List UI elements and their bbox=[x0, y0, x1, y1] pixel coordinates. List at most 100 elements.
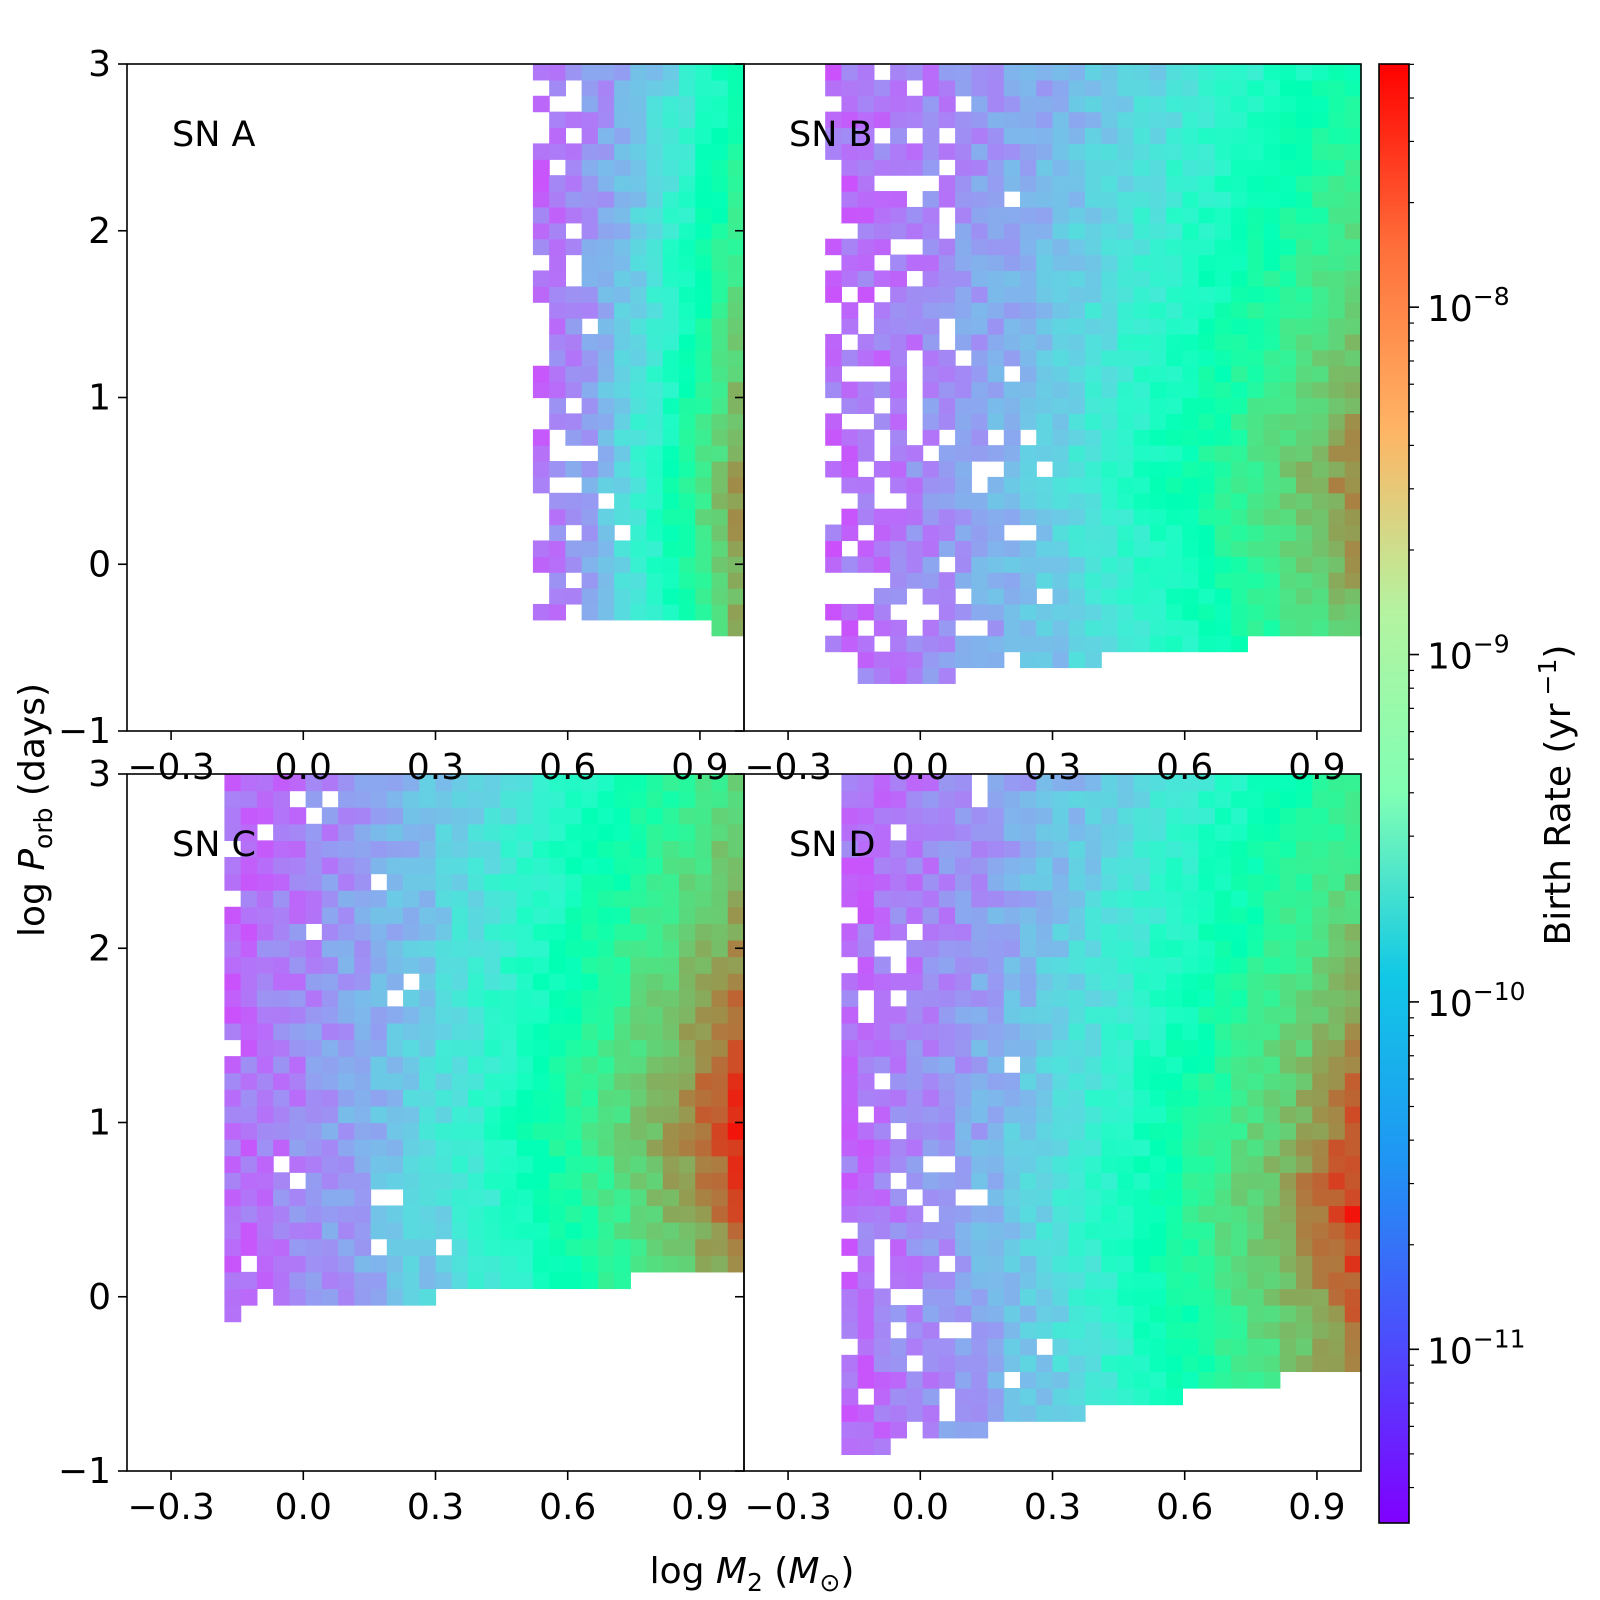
heatmap-cell bbox=[630, 956, 648, 974]
heatmap-cell bbox=[1068, 127, 1086, 144]
heatmap-cell bbox=[451, 939, 469, 958]
heatmap-cell bbox=[1036, 1238, 1054, 1256]
heatmap-cell bbox=[1052, 790, 1070, 808]
heatmap-cell bbox=[1263, 302, 1281, 319]
heatmap-cell bbox=[857, 1288, 875, 1306]
heatmap-cell bbox=[240, 1105, 258, 1124]
heatmap-cell bbox=[857, 429, 875, 446]
heatmap-cell bbox=[581, 1039, 599, 1057]
heatmap-cell bbox=[922, 807, 940, 825]
heatmap-cell bbox=[1036, 397, 1054, 414]
heatmap-cell bbox=[890, 1338, 907, 1356]
heatmap-cell bbox=[1182, 111, 1200, 129]
heatmap-cell bbox=[1312, 774, 1330, 792]
heatmap-cell bbox=[1279, 807, 1297, 825]
heatmap-cell bbox=[971, 1122, 989, 1140]
heatmap-cell bbox=[1231, 64, 1248, 81]
heatmap-cell bbox=[240, 890, 258, 908]
heatmap-cell bbox=[1231, 302, 1248, 319]
heatmap-cell bbox=[955, 191, 972, 208]
heatmap-cell bbox=[1036, 989, 1054, 1007]
heatmap-cell bbox=[1328, 64, 1346, 81]
heatmap-cell bbox=[565, 286, 583, 303]
heatmap-cell bbox=[1328, 1338, 1346, 1356]
heatmap-cell bbox=[1231, 1072, 1248, 1090]
heatmap-cell bbox=[419, 956, 437, 974]
heatmap-cell bbox=[1296, 461, 1313, 478]
heatmap-cell bbox=[581, 1172, 599, 1190]
heatmap-cell bbox=[435, 973, 453, 991]
heatmap-cell bbox=[938, 1072, 956, 1090]
heatmap-cell bbox=[370, 1022, 388, 1041]
heatmap-cell bbox=[679, 956, 696, 974]
heatmap-cell bbox=[857, 1122, 875, 1140]
heatmap-cell bbox=[662, 429, 680, 446]
heatmap-cell bbox=[1198, 1238, 1216, 1256]
heatmap-cell bbox=[987, 603, 1005, 621]
heatmap-cell bbox=[1149, 1371, 1167, 1389]
heatmap-cell bbox=[597, 906, 615, 924]
heatmap-cell bbox=[890, 1006, 907, 1024]
heatmap-cell bbox=[711, 127, 729, 144]
heatmap-cell bbox=[1020, 1404, 1037, 1422]
heatmap-cell bbox=[1036, 556, 1054, 573]
heatmap-cell bbox=[841, 270, 859, 287]
heatmap-cell bbox=[305, 1072, 323, 1090]
heatmap-cell bbox=[1166, 206, 1183, 224]
heatmap-cell bbox=[1247, 476, 1265, 494]
heatmap-cell bbox=[500, 1122, 518, 1140]
heatmap-cell bbox=[955, 774, 972, 792]
heatmap-cell bbox=[1182, 143, 1200, 160]
heatmap-cell bbox=[1214, 973, 1232, 991]
heatmap-cell bbox=[679, 540, 696, 557]
heatmap-cell bbox=[1133, 381, 1151, 399]
heatmap-cell bbox=[305, 1222, 323, 1240]
heatmap-cell bbox=[873, 823, 891, 841]
heatmap-cell bbox=[971, 508, 989, 526]
heatmap-cell bbox=[711, 95, 729, 113]
heatmap-cell bbox=[1036, 973, 1054, 991]
heatmap-cell bbox=[1231, 111, 1248, 129]
heatmap-cell bbox=[1117, 492, 1135, 510]
heatmap-cell bbox=[467, 873, 485, 891]
heatmap-cell bbox=[1149, 238, 1167, 256]
heatmap-cell bbox=[532, 873, 550, 891]
heatmap-cell bbox=[922, 989, 940, 1007]
heatmap-cell bbox=[1101, 1089, 1119, 1107]
heatmap-cell bbox=[1296, 222, 1313, 240]
heatmap-cell bbox=[1036, 254, 1054, 272]
heatmap-cell bbox=[516, 1172, 534, 1190]
heatmap-cell bbox=[727, 1139, 745, 1157]
heatmap-cell bbox=[1036, 540, 1054, 557]
heatmap-cell bbox=[906, 1139, 924, 1157]
heatmap-cell bbox=[857, 1338, 875, 1356]
heatmap-cell bbox=[256, 1255, 274, 1273]
heatmap-cell bbox=[289, 1222, 307, 1240]
heatmap-cell bbox=[1214, 1354, 1232, 1373]
heatmap-cell bbox=[1149, 349, 1167, 367]
heatmap-cell bbox=[403, 1255, 420, 1273]
heatmap-cell bbox=[938, 939, 956, 958]
heatmap-cell bbox=[1344, 540, 1362, 557]
heatmap-cell bbox=[1020, 635, 1037, 653]
heatmap-cell bbox=[922, 1354, 940, 1373]
heatmap-cell bbox=[841, 1089, 859, 1107]
heatmap-cell bbox=[1084, 349, 1102, 367]
heatmap-cell bbox=[597, 365, 615, 383]
heatmap-cell bbox=[516, 923, 534, 941]
heatmap-cell bbox=[1214, 508, 1232, 526]
heatmap-cell bbox=[1279, 790, 1297, 808]
heatmap-cell bbox=[679, 413, 696, 430]
heatmap-cell bbox=[1133, 1122, 1151, 1140]
heatmap-cell bbox=[1328, 302, 1346, 319]
heatmap-cell bbox=[1344, 397, 1362, 414]
heatmap-cell bbox=[1328, 381, 1346, 399]
heatmap-cell bbox=[1279, 270, 1297, 287]
heatmap-cell bbox=[597, 823, 615, 841]
heatmap-cell bbox=[857, 1056, 875, 1074]
heatmap-cell bbox=[825, 270, 843, 287]
heatmap-cell bbox=[354, 1205, 372, 1223]
heatmap-cell bbox=[1279, 64, 1297, 81]
heatmap-cell bbox=[1296, 1139, 1313, 1157]
heatmap-cell bbox=[1084, 254, 1102, 272]
